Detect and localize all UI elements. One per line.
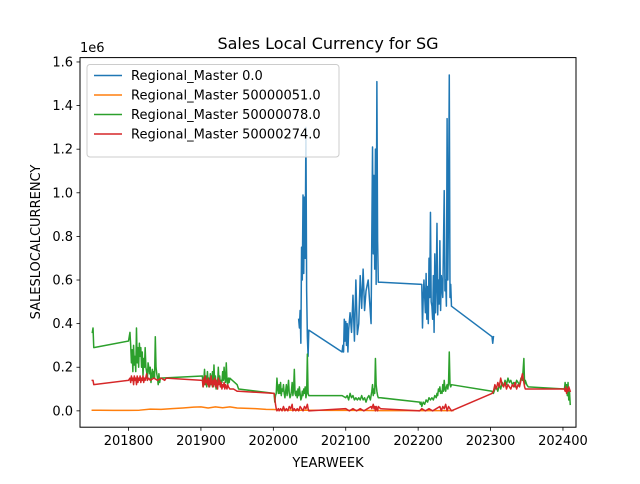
- x-tick-label: 201900: [176, 434, 226, 449]
- x-axis-ticks: 201800 201900 202000 202100 202200 202300 2024…: [104, 427, 588, 449]
- x-tick-label: 202200: [393, 434, 443, 449]
- series-line-3: [91, 373, 572, 412]
- y-axis-ticks: 0.0 0.2 0.4 0.6 0.8 1.0 1.2 1.4 1.6: [52, 55, 80, 419]
- legend-label-0: Regional_Master 0.0: [131, 69, 263, 84]
- series-line-2: [91, 327, 572, 408]
- legend-label-1: Regional_Master 50000051.0: [131, 89, 321, 104]
- y-tick-label: 1.2: [52, 143, 73, 158]
- x-tick-label: 202000: [249, 434, 299, 449]
- legend-label-3: Regional_Master 50000274.0: [131, 128, 321, 143]
- y-tick-label: 0.0: [52, 404, 73, 419]
- x-tick-label: 201800: [104, 434, 154, 449]
- series-layer: [91, 74, 572, 412]
- legend: Regional_Master 0.0 Regional_Master 50000…: [86, 64, 340, 158]
- y-tick-label: 1.4: [52, 99, 73, 114]
- y-tick-label: 0.8: [52, 230, 73, 245]
- y-tick-label: 1.0: [52, 186, 73, 201]
- y-offset-label: 1e6: [80, 41, 105, 56]
- x-axis-label: YEARWEEK: [291, 456, 364, 471]
- legend-box: [86, 64, 340, 158]
- x-tick-label: 202300: [466, 434, 516, 449]
- y-axis-label: SALESLOCALCURRENCY: [29, 165, 44, 320]
- y-tick-label: 1.6: [52, 55, 73, 70]
- x-tick-label: 202100: [321, 434, 371, 449]
- y-tick-label: 0.6: [52, 274, 73, 289]
- chart-title: Sales Local Currency for SG: [217, 34, 438, 53]
- series-line-0: [297, 74, 495, 358]
- x-tick-label: 202400: [538, 434, 588, 449]
- plot-area-frame: [79, 57, 577, 428]
- legend-label-2: Regional_Master 50000078.0: [131, 108, 321, 123]
- y-tick-label: 0.2: [52, 361, 73, 376]
- y-tick-label: 0.4: [52, 317, 73, 332]
